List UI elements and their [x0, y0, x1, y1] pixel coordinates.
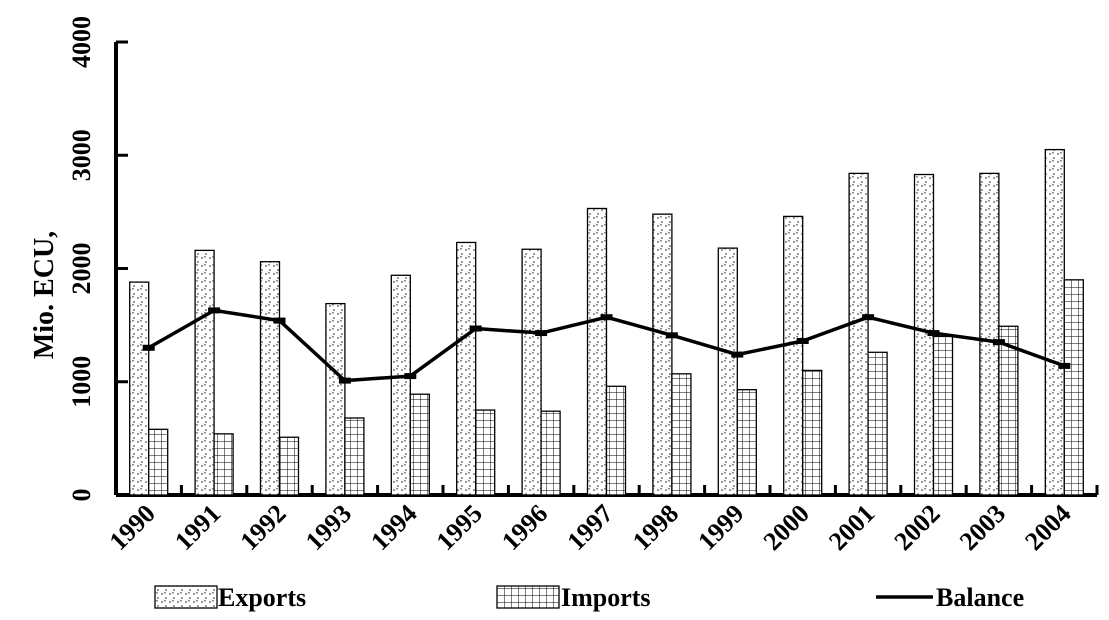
bar-exports [783, 215, 804, 496]
bar-imports [213, 433, 234, 496]
bar-imports [671, 373, 692, 496]
x-tick-label: 2004 [1019, 499, 1076, 556]
bars [129, 148, 1084, 496]
bar-exports [129, 281, 150, 496]
y-axis: 0 1000 2000 3000 4000 [67, 16, 128, 502]
x-tick-label: 1997 [561, 499, 618, 556]
x-tick-label: 2001 [823, 499, 880, 556]
balance-line-group [142, 307, 1071, 384]
x-tick-label: 1995 [431, 499, 488, 556]
y-axis-label: Mio. ECU, [29, 231, 60, 359]
bar-exports [586, 207, 608, 496]
bar-imports [998, 325, 1019, 496]
y-tick-label: 3000 [67, 129, 96, 181]
bar-exports [979, 172, 1000, 496]
bar-imports [475, 409, 496, 496]
bar-imports [932, 335, 954, 496]
legend-label-balance: Balance [936, 583, 1024, 612]
legend-label-exports: Exports [218, 583, 306, 612]
bar-exports [848, 172, 869, 496]
bar-imports [409, 393, 430, 496]
bar-exports [390, 274, 411, 496]
legend-label-imports: Imports [561, 583, 651, 612]
bar-exports [1044, 148, 1065, 496]
bar-exports [456, 241, 477, 496]
x-axis: 1990 1991 1992 1993 1994 1995 1996 1997 1998 1999… [104, 485, 1099, 556]
bar-imports [736, 389, 757, 496]
bar-imports [148, 428, 169, 496]
legend: Exports Imports Balance [154, 583, 1024, 612]
x-tick-label: 1992 [234, 499, 291, 556]
x-tick-label: 1991 [169, 499, 226, 556]
x-tick-label: 1999 [692, 499, 749, 556]
bar-exports [717, 247, 738, 496]
bar-exports [194, 249, 215, 496]
x-tick-label: 1996 [496, 499, 553, 556]
x-tick-label: 2000 [758, 499, 815, 556]
y-tick-label: 0 [67, 489, 96, 502]
bar-imports [1063, 279, 1084, 496]
x-tick-label: 1998 [627, 499, 684, 556]
bar-imports [605, 385, 627, 496]
bar-exports [259, 261, 281, 496]
legend-swatch-exports [154, 585, 218, 609]
bar-imports [802, 369, 823, 496]
y-tick-label: 1000 [67, 356, 96, 408]
bar-exports [325, 302, 346, 496]
bar-imports [278, 436, 300, 496]
bar-imports [540, 410, 561, 496]
x-tick-label: 1994 [365, 499, 422, 556]
x-tick-label: 2003 [954, 499, 1011, 556]
bar-imports [867, 351, 888, 496]
x-tick-label: 1990 [104, 499, 161, 556]
x-tick-label: 1993 [300, 499, 357, 556]
bar-imports [344, 417, 365, 496]
y-tick-label: 2000 [67, 243, 96, 295]
x-tick-label: 2002 [888, 499, 945, 556]
bar-exports [521, 248, 542, 496]
bar-exports [652, 213, 673, 496]
y-tick-label: 4000 [67, 16, 96, 68]
legend-swatch-imports [496, 585, 560, 609]
